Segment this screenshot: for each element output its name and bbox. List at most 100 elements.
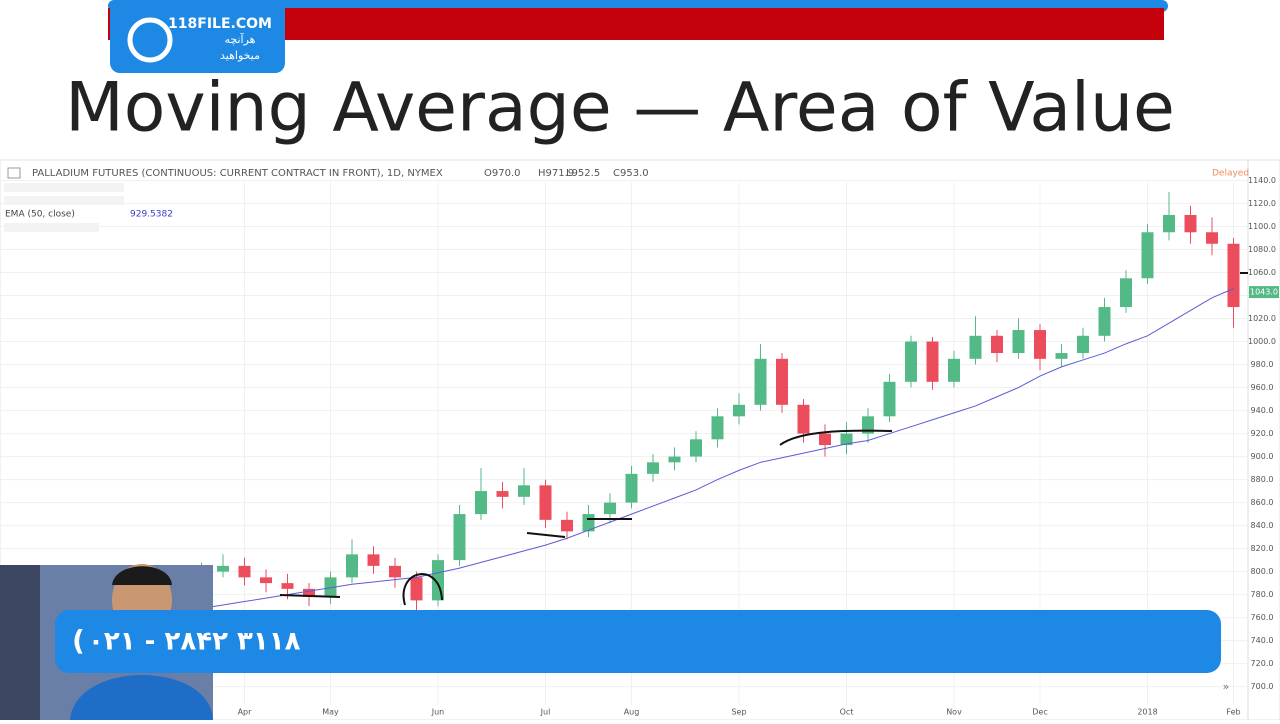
logo-site: 118FILE.COM: [168, 16, 272, 32]
candle-body: [1034, 330, 1046, 359]
faded-indicator: [4, 196, 124, 205]
price-tag-label: 1043.0: [1250, 288, 1278, 297]
x-tick-label: Oct: [840, 708, 854, 717]
phone-number: ۰۲۱ - ۲۸۴۲ ۳۱۱۸: [88, 627, 301, 657]
candle-body: [346, 554, 358, 578]
x-tick-label: Jul: [540, 708, 551, 717]
x-tick-label: Nov: [946, 708, 962, 717]
candle-body: [797, 404, 810, 434]
candle-body: [1163, 215, 1175, 233]
y-tick-label: 840.0: [1251, 521, 1274, 530]
y-tick-label: 1020.0: [1248, 314, 1276, 323]
candle-body: [883, 381, 896, 417]
y-tick-label: 1120.0: [1248, 199, 1276, 208]
ema-legend: EMA (50, close): [5, 210, 75, 220]
candle-body: [303, 588, 315, 597]
y-tick-label: 760.0: [1251, 613, 1274, 622]
y-tick-label: 720.0: [1251, 659, 1274, 668]
candle-body: [389, 565, 401, 578]
candle-body: [690, 439, 702, 457]
candle-body: [969, 335, 982, 359]
y-tick-label: 880.0: [1251, 475, 1274, 484]
price-tag: [1249, 286, 1279, 299]
x-tick-label: Jun: [431, 708, 445, 717]
logo-line: هرآنچه: [225, 32, 256, 46]
phone-banner: [55, 610, 1221, 673]
y-tick-label: 920.0: [1251, 429, 1274, 438]
candle-body: [1055, 353, 1068, 359]
candle-body: [711, 416, 724, 440]
x-tick-label: Dec: [1032, 708, 1047, 717]
candle-body: [1120, 278, 1132, 308]
candle-body: [604, 502, 616, 515]
candle-body: [1227, 243, 1240, 308]
candle-body: [217, 565, 229, 572]
y-tick-label: 700.0: [1251, 682, 1274, 691]
chart-title: PALLADIUM FUTURES (CONTINUOUS: CURRENT C…: [32, 168, 443, 179]
slide-title: Moving Average — Area of Value: [65, 69, 1175, 148]
candle-body: [475, 491, 487, 515]
webcam-hair: [112, 566, 172, 585]
candle-body: [862, 416, 874, 434]
logo-line: میخواهید: [220, 49, 260, 62]
y-tick-label: 900.0: [1251, 452, 1274, 461]
x-tick-label: Apr: [238, 708, 253, 717]
hand-circle: [402, 573, 443, 606]
candle-body: [733, 404, 745, 417]
chart-icon: [7, 167, 21, 179]
ohlc-label: H971.9: [538, 168, 574, 179]
candle-body: [926, 341, 939, 382]
candle-body: [754, 358, 767, 405]
x-tick-label: May: [322, 708, 339, 717]
candle-body: [410, 577, 423, 601]
y-tick-label: 960.0: [1251, 383, 1274, 392]
hand-line: [526, 532, 566, 538]
candle-body: [561, 519, 573, 532]
webcam-background: [0, 565, 40, 720]
candle-body: [1206, 232, 1218, 244]
candle-body: [453, 514, 466, 561]
webcam-shirt: [70, 675, 213, 720]
y-tick-label: 980.0: [1251, 360, 1274, 369]
phone-icon: (: [72, 624, 85, 657]
candle-body: [518, 485, 530, 497]
ema-value: 929.5382: [130, 210, 173, 220]
x-tick-label: Feb: [1226, 708, 1240, 717]
logo-box: [110, 0, 285, 73]
logo-icon: [127, 17, 173, 63]
candle-body: [625, 473, 638, 503]
candle-body: [238, 565, 251, 578]
scroll-button[interactable]: »: [1223, 680, 1230, 693]
candle-body: [324, 577, 337, 597]
candle-body: [260, 577, 272, 584]
faded-indicator: [4, 223, 99, 232]
y-tick-label: 940.0: [1251, 406, 1274, 415]
y-tick-label: 1100.0: [1248, 222, 1276, 231]
y-tick-label: 1140.0: [1248, 176, 1276, 185]
candle-body: [948, 358, 960, 382]
x-tick-label: Aug: [624, 708, 640, 717]
y-tick-label: 820.0: [1251, 544, 1274, 553]
annotations: [279, 272, 1248, 606]
candle-body: [905, 341, 917, 382]
ohlc-label: O970.0: [484, 168, 521, 179]
x-tick-label: 2018: [1137, 708, 1157, 717]
ema-line: [179, 288, 1234, 613]
faded-indicator: [4, 183, 124, 192]
candle-body: [1141, 232, 1154, 279]
y-tick-label: 1080.0: [1248, 245, 1276, 254]
candle-body: [539, 485, 552, 520]
candle-body: [776, 358, 788, 405]
y-tick-label: 780.0: [1251, 590, 1274, 599]
ohlc-label: L952.5: [566, 168, 600, 179]
hand-line: [779, 429, 893, 446]
candle-body: [819, 433, 831, 446]
y-tick-label: 1060.0: [1248, 268, 1276, 277]
ohlc-label: C953.0: [613, 168, 649, 179]
status-label: Delayed: [1212, 169, 1249, 179]
candle-body: [496, 491, 509, 497]
candle-body: [1098, 307, 1111, 336]
candle-body: [1012, 330, 1025, 354]
y-tick-label: 1000.0: [1248, 337, 1276, 346]
